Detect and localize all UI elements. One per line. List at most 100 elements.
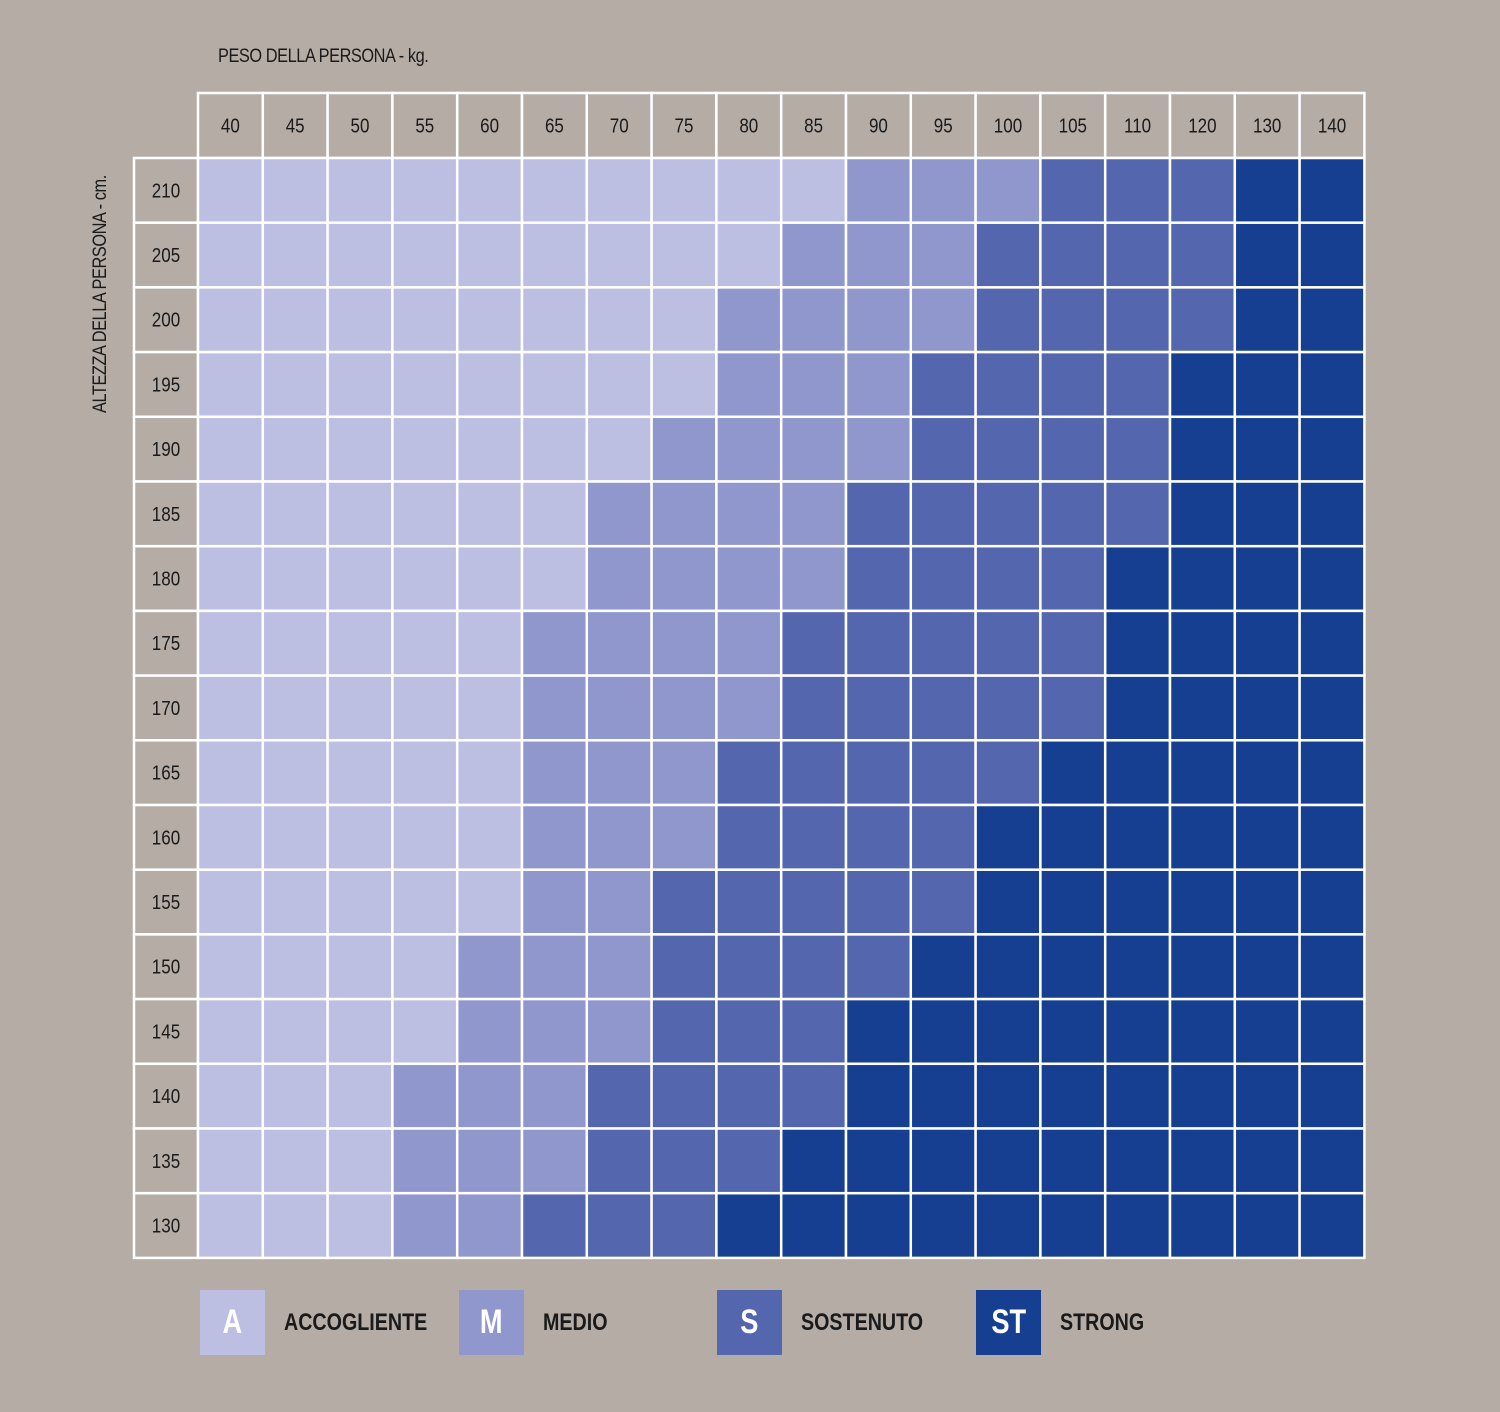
col-header-cell: [1039, 91, 1107, 160]
heatmap-cell: [909, 739, 977, 807]
heatmap-cell: [715, 1062, 783, 1130]
heatmap-cell: [1168, 933, 1237, 1001]
heatmap-cell: [1168, 1062, 1237, 1130]
heatmap-cell: [1233, 1062, 1301, 1130]
heatmap-cell: [1298, 933, 1366, 1001]
heatmap-cell: [844, 221, 913, 289]
heatmap-cell: [326, 674, 394, 742]
heatmap-cell: [326, 156, 394, 224]
heatmap-cell: [1233, 609, 1301, 677]
heatmap-cell: [1233, 674, 1301, 742]
heatmap-cell: [1168, 997, 1237, 1066]
heatmap-cell: [196, 221, 265, 289]
heatmap-cell: [585, 674, 653, 742]
heatmap-cell: [909, 933, 977, 1001]
heatmap-cell: [391, 674, 459, 742]
heatmap-cell: [974, 803, 1042, 871]
x-tick-label: 60: [480, 114, 499, 137]
heatmap-cell: [520, 350, 589, 419]
heatmap-cell: [715, 544, 783, 613]
heatmap-cell: [844, 997, 913, 1066]
y-tick-label: 185: [152, 503, 180, 526]
heatmap-cell: [909, 415, 977, 483]
heatmap-cell: [455, 221, 524, 289]
heatmap-cell: [715, 415, 783, 483]
heatmap-cell: [326, 544, 394, 613]
heatmap-cell: [1168, 350, 1237, 419]
heatmap-cell: [455, 803, 524, 871]
heatmap-cell: [650, 156, 718, 224]
heatmap-cell: [1103, 868, 1172, 936]
heatmap-cell: [974, 1191, 1042, 1260]
heatmap-cell: [261, 480, 329, 548]
row-header-cell: [132, 997, 200, 1066]
heatmap-cell: [974, 156, 1042, 224]
heatmap-cell: [1168, 609, 1237, 677]
heatmap-cell: [1298, 997, 1366, 1066]
heatmap-cell: [715, 480, 783, 548]
heatmap-cell: [391, 997, 459, 1066]
heatmap-cell: [1233, 480, 1301, 548]
x-tick-label: 140: [1318, 114, 1346, 137]
heatmap-cell: [585, 803, 653, 871]
heatmap-cell: [974, 544, 1042, 613]
y-tick-label: 180: [152, 567, 180, 590]
heatmap-cell: [650, 480, 718, 548]
legend-code: M: [480, 1303, 503, 1341]
heatmap-cell: [974, 1062, 1042, 1130]
heatmap-cell: [1103, 286, 1172, 354]
heatmap-cell: [1039, 739, 1107, 807]
heatmap-cell: [1039, 609, 1107, 677]
x-tick-label: 45: [286, 114, 305, 137]
heatmap-cell: [844, 156, 913, 224]
heatmap-cell: [909, 156, 977, 224]
heatmap-cell: [1233, 1191, 1301, 1260]
heatmap-cell: [520, 156, 589, 224]
heatmap-cell: [1168, 868, 1237, 936]
heatmap-cell: [1298, 544, 1366, 613]
heatmap-cell: [196, 156, 265, 224]
col-header-cell: [650, 91, 718, 160]
heatmap-cell: [779, 803, 848, 871]
y-tick-label: 135: [152, 1150, 180, 1173]
heatmap-cell: [391, 1062, 459, 1130]
heatmap-cell: [974, 350, 1042, 419]
heatmap-cell: [715, 350, 783, 419]
heatmap-cell: [844, 350, 913, 419]
heatmap-cell: [779, 286, 848, 354]
heatmap-cell: [1039, 156, 1107, 224]
heatmap-cell: [196, 609, 265, 677]
heatmap-cell: [909, 286, 977, 354]
heatmap-cell: [974, 674, 1042, 742]
heatmap-cell: [261, 933, 329, 1001]
heatmap-cell: [455, 997, 524, 1066]
heatmap-cell: [650, 1191, 718, 1260]
heatmap-cell: [1298, 674, 1366, 742]
col-header-cell: [1298, 91, 1366, 160]
heatmap-cell: [909, 1062, 977, 1130]
heatmap-cell: [844, 868, 913, 936]
heatmap-cell: [196, 803, 265, 871]
heatmap-cell: [1298, 480, 1366, 548]
heatmap-cell: [779, 221, 848, 289]
x-tick-label: 90: [869, 114, 888, 137]
heatmap-cell: [650, 674, 718, 742]
heatmap-cell: [520, 803, 589, 871]
y-tick-label: 130: [152, 1214, 180, 1237]
heatmap-cell: [909, 868, 977, 936]
heatmap-cell: [1298, 609, 1366, 677]
heatmap-cell: [455, 933, 524, 1001]
heatmap-cell: [391, 1127, 459, 1195]
heatmap-cell: [585, 1127, 653, 1195]
col-header-cell: [1103, 91, 1172, 160]
heatmap-cell: [520, 997, 589, 1066]
x-tick-label: 75: [675, 114, 694, 137]
heatmap-cell: [1168, 803, 1237, 871]
x-tick-label: 80: [739, 114, 758, 137]
heatmap-cell: [261, 803, 329, 871]
heatmap-cell: [391, 480, 459, 548]
heatmap-cell: [715, 868, 783, 936]
heatmap-cell: [779, 933, 848, 1001]
heatmap-cell: [909, 480, 977, 548]
heatmap-cell: [974, 1127, 1042, 1195]
